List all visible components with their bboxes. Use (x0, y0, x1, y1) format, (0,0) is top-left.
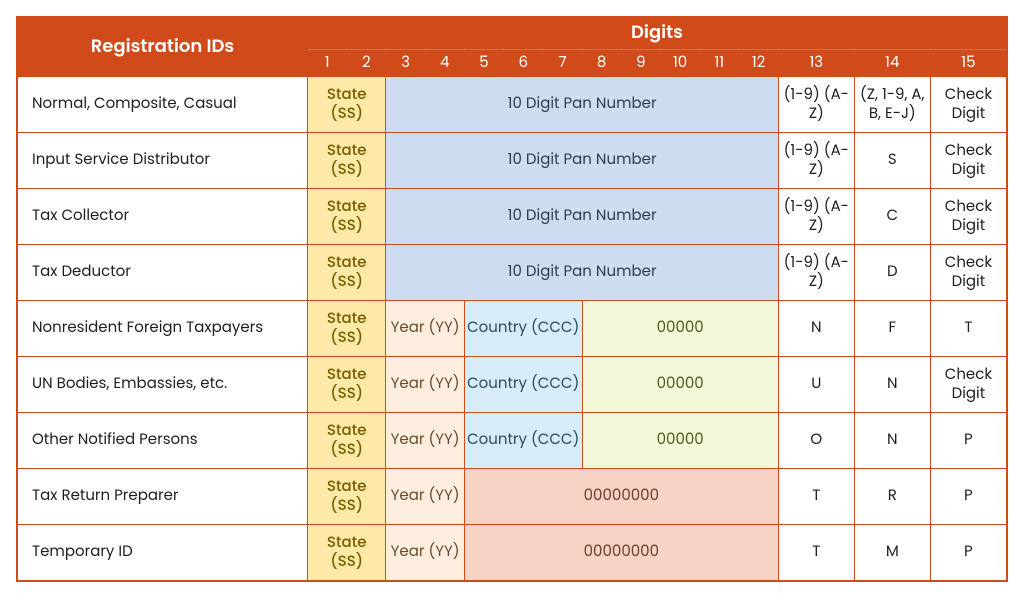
cell-plain: T (930, 301, 1006, 357)
row-label: UN Bodies, Embassies, etc. (18, 357, 308, 413)
cell-plain: D (854, 245, 930, 301)
row-label: Tax Return Preparer (18, 469, 308, 525)
cell-plain: T (778, 469, 854, 525)
cell-zeros5: 00000 (582, 357, 778, 413)
digit-header-6: 6 (504, 49, 543, 77)
table-row: UN Bodies, Embassies, etc.State (SS)Year… (18, 357, 1007, 413)
cell-plain: T (778, 525, 854, 581)
row-label: Temporary ID (18, 525, 308, 581)
cell-plain: C (854, 189, 930, 245)
header-registration-ids: Registration IDs (18, 18, 308, 77)
table-body: Normal, Composite, CasualState (SS)10 Di… (18, 77, 1007, 581)
digit-header-4: 4 (425, 49, 464, 77)
cell-pan: 10 Digit Pan Number (386, 245, 778, 301)
cell-country: Country (CCC) (464, 413, 582, 469)
table-row: Tax DeductorState (SS)10 Digit Pan Numbe… (18, 245, 1007, 301)
digit-header-12: 12 (739, 49, 778, 77)
cell-state: State (SS) (308, 525, 386, 581)
digit-header-10: 10 (660, 49, 699, 77)
row-label: Normal, Composite, Casual (18, 77, 308, 133)
cell-plain: (1-9) (A-Z) (778, 133, 854, 189)
table-row: Input Service DistributorState (SS)10 Di… (18, 133, 1007, 189)
cell-plain: Check Digit (930, 77, 1006, 133)
cell-year: Year (YY) (386, 469, 464, 525)
table-row: Tax Return PreparerState (SS)Year (YY)00… (18, 469, 1007, 525)
digit-header-11: 11 (700, 49, 739, 77)
cell-plain: Check Digit (930, 189, 1006, 245)
cell-zeros5: 00000 (582, 413, 778, 469)
row-label: Other Notified Persons (18, 413, 308, 469)
cell-plain: P (930, 525, 1006, 581)
digit-header-13: 13 (778, 49, 854, 77)
cell-pan: 10 Digit Pan Number (386, 77, 778, 133)
digit-header-8: 8 (582, 49, 621, 77)
digit-header-3: 3 (386, 49, 425, 77)
cell-state: State (SS) (308, 469, 386, 525)
cell-plain: O (778, 413, 854, 469)
cell-pan: 10 Digit Pan Number (386, 189, 778, 245)
table-row: Temporary IDState (SS)Year (YY)00000000T… (18, 525, 1007, 581)
row-label: Tax Deductor (18, 245, 308, 301)
header-digits: Digits (308, 18, 1007, 50)
table-row: Other Notified PersonsState (SS)Year (YY… (18, 413, 1007, 469)
table: Registration IDs Digits 1234567891011121… (17, 17, 1007, 581)
cell-zeros8: 00000000 (464, 525, 778, 581)
cell-plain: (Z, 1-9, A, B, E-J) (854, 77, 930, 133)
digit-header-14: 14 (854, 49, 930, 77)
table-row: Normal, Composite, CasualState (SS)10 Di… (18, 77, 1007, 133)
cell-country: Country (CCC) (464, 357, 582, 413)
digit-header-1: 1 (308, 49, 347, 77)
cell-year: Year (YY) (386, 525, 464, 581)
cell-plain: (1-9) (A-Z) (778, 189, 854, 245)
cell-zeros8: 00000000 (464, 469, 778, 525)
digit-header-7: 7 (543, 49, 582, 77)
table-row: Tax CollectorState (SS)10 Digit Pan Numb… (18, 189, 1007, 245)
row-label: Tax Collector (18, 189, 308, 245)
cell-plain: Check Digit (930, 357, 1006, 413)
digit-header-9: 9 (621, 49, 660, 77)
cell-plain: P (930, 413, 1006, 469)
table-head: Registration IDs Digits 1234567891011121… (18, 18, 1007, 77)
cell-state: State (SS) (308, 413, 386, 469)
cell-pan: 10 Digit Pan Number (386, 133, 778, 189)
row-label: Input Service Distributor (18, 133, 308, 189)
cell-plain: (1-9) (A-Z) (778, 77, 854, 133)
cell-state: State (SS) (308, 189, 386, 245)
cell-state: State (SS) (308, 133, 386, 189)
cell-plain: N (854, 357, 930, 413)
cell-plain: U (778, 357, 854, 413)
cell-plain: S (854, 133, 930, 189)
cell-year: Year (YY) (386, 413, 464, 469)
row-label: Nonresident Foreign Taxpayers (18, 301, 308, 357)
digit-header-5: 5 (464, 49, 503, 77)
gstin-format-table: Registration IDs Digits 1234567891011121… (16, 16, 1008, 582)
cell-state: State (SS) (308, 245, 386, 301)
cell-plain: M (854, 525, 930, 581)
cell-plain: F (854, 301, 930, 357)
digit-header-15: 15 (930, 49, 1006, 77)
cell-state: State (SS) (308, 357, 386, 413)
cell-country: Country (CCC) (464, 301, 582, 357)
cell-plain: Check Digit (930, 133, 1006, 189)
table-row: Nonresident Foreign TaxpayersState (SS)Y… (18, 301, 1007, 357)
cell-zeros5: 00000 (582, 301, 778, 357)
cell-plain: (1-9) (A-Z) (778, 245, 854, 301)
cell-plain: P (930, 469, 1006, 525)
cell-plain: N (854, 413, 930, 469)
cell-state: State (SS) (308, 301, 386, 357)
cell-plain: N (778, 301, 854, 357)
cell-year: Year (YY) (386, 357, 464, 413)
cell-plain: Check Digit (930, 245, 1006, 301)
digit-header-2: 2 (347, 49, 386, 77)
cell-state: State (SS) (308, 77, 386, 133)
cell-plain: R (854, 469, 930, 525)
cell-year: Year (YY) (386, 301, 464, 357)
